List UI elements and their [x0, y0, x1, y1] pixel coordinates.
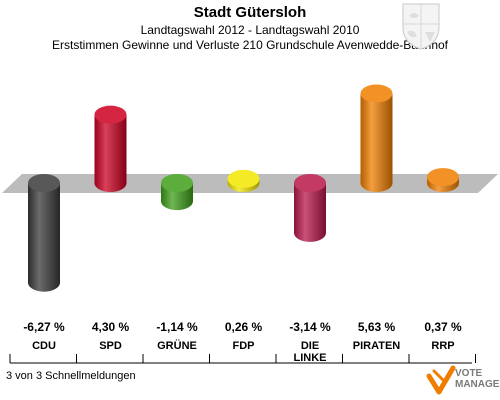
bar-body	[360, 93, 393, 192]
bar-body	[28, 183, 60, 292]
category-label: PIRATEN	[353, 340, 401, 352]
status-text: 3 von 3 Schnellmeldungen	[6, 370, 136, 382]
value-label: 0,37 %	[424, 320, 462, 334]
category-label: RRP	[431, 340, 454, 352]
category-label: DIE	[301, 340, 319, 352]
value-label: -6,27 %	[23, 320, 65, 334]
bar-cap	[427, 168, 459, 187]
bar-cap	[94, 105, 127, 124]
bar-cdu	[28, 174, 60, 292]
vote-manager-logo-icon	[426, 365, 456, 395]
bar-cap	[161, 174, 193, 192]
value-label: -1,14 %	[156, 320, 198, 334]
category-label: FDP	[233, 340, 255, 352]
category-label: SPD	[99, 340, 122, 352]
bar-spd	[94, 105, 127, 192]
bar-body	[94, 114, 127, 192]
bar-cap	[227, 169, 260, 188]
bar-body	[294, 183, 326, 242]
bar-cap	[360, 84, 393, 103]
bar-cap	[28, 174, 60, 192]
bar-cap	[294, 174, 326, 192]
coat-of-arms-icon	[402, 3, 440, 50]
bar-die-linke	[294, 174, 326, 242]
bar-fdp	[227, 169, 260, 192]
bar-piraten	[360, 84, 393, 192]
bar-rrp	[427, 168, 459, 192]
chart-description: Erststimmen Gewinne und Verluste 210 Gru…	[51, 38, 449, 52]
category-label: GRÜNE	[157, 339, 197, 352]
category-label: CDU	[32, 340, 56, 352]
chart-title: Stadt Gütersloh	[193, 4, 307, 21]
category-label: LINKE	[294, 352, 327, 364]
bar-grüne	[161, 174, 193, 211]
logo-text-manager: MANAGER	[455, 379, 500, 390]
value-label: 5,63 %	[358, 320, 396, 334]
value-label: 0,26 %	[225, 320, 263, 334]
logo-text-vote: VOTE	[455, 368, 483, 379]
chart-subtitle: Landtagswahl 2012 - Landtagswahl 2010	[140, 23, 360, 37]
value-label: -3,14 %	[289, 320, 331, 334]
value-label: 4,30 %	[92, 320, 130, 334]
